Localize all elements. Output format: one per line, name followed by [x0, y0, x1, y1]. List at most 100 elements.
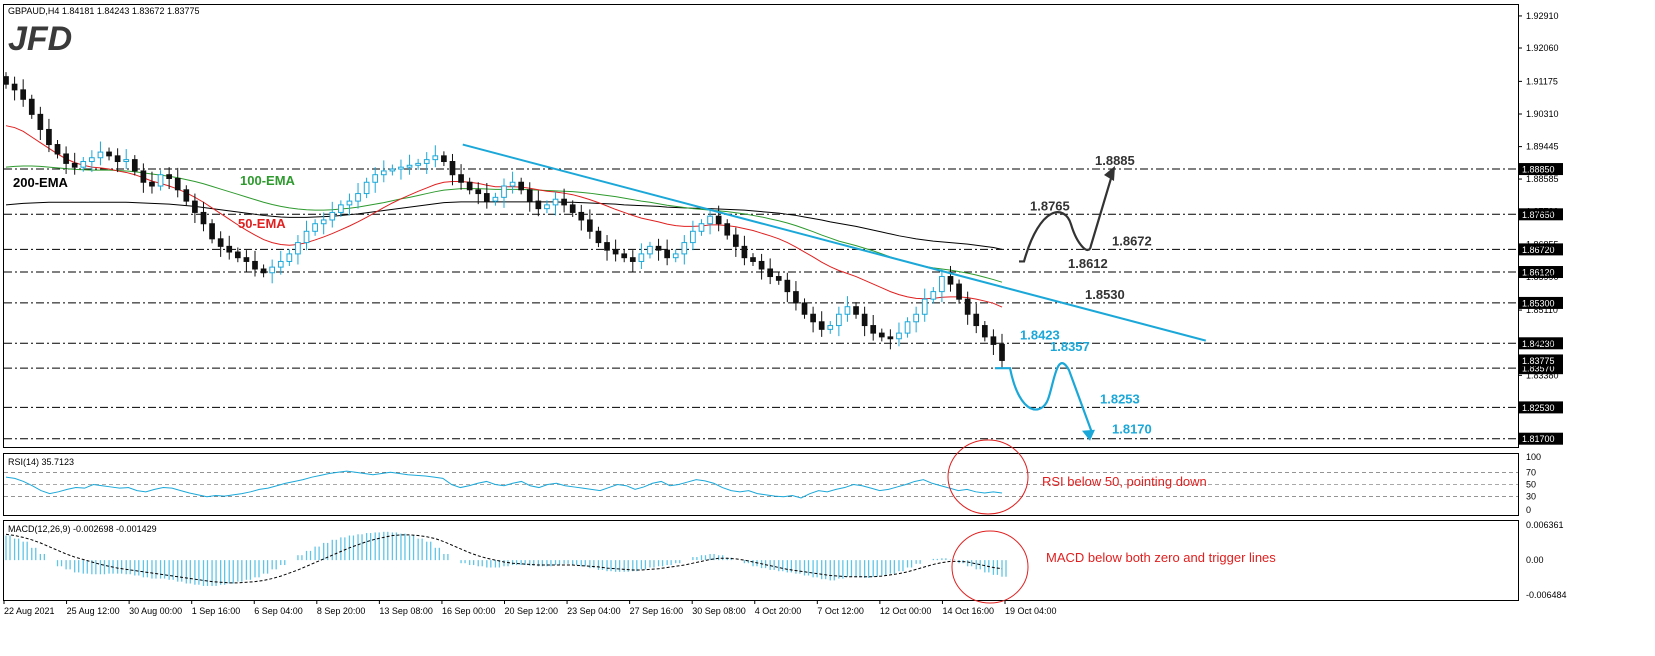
time-tick-label: 6 Sep 04:00 [254, 606, 303, 616]
candle-body [346, 200, 353, 206]
price-tick-label: 1.88585 [1526, 174, 1559, 184]
candle-body [544, 204, 550, 210]
candle-body [896, 332, 902, 340]
candle-body [569, 204, 576, 213]
bullish-scenario-path [1019, 174, 1114, 263]
candle-body [380, 170, 387, 176]
price-tick-label: 1.86855 [1526, 239, 1559, 249]
time-tick-label: 30 Sep 08:00 [692, 606, 746, 616]
level-labels: 1.88850 1.87650 1.86720 1.86120 1.85300 1.842… [1020, 153, 1563, 445]
price-tick-label: 1.85110 [1526, 305, 1558, 315]
candle-body [930, 291, 937, 300]
candle-body [887, 336, 894, 340]
rsi-line [4, 470, 1518, 499]
trend-line [462, 143, 1207, 342]
candle-body [415, 162, 421, 166]
candle-body [63, 153, 69, 164]
candle-body [904, 321, 911, 334]
candle-body [956, 283, 962, 300]
candle-body [71, 162, 78, 168]
rsi-highlight-circle [947, 439, 1029, 515]
level-value-label: 1.8612 [1068, 256, 1108, 271]
candle-body [329, 211, 336, 221]
candle-body [698, 223, 705, 232]
candle-body [483, 193, 490, 202]
rsi-axis: 100 70 50 30 0 [1526, 452, 1541, 515]
level-price-box-text: 1.84230 [1522, 339, 1555, 349]
candle-body [535, 200, 542, 210]
macd-panel [3, 520, 1519, 601]
time-tick-label: 19 Oct 04:00 [1005, 606, 1057, 616]
candle-body [217, 238, 224, 247]
rsi-tick-label: 0 [1526, 505, 1531, 515]
candle-body [801, 302, 808, 315]
candle-body [501, 185, 507, 198]
time-tick-label: 8 Sep 20:00 [317, 606, 366, 616]
candle-body [741, 245, 748, 259]
candle-body [166, 174, 172, 179]
rsi-label: RSI(14) 35.7123 [8, 457, 74, 467]
candle-body [131, 159, 138, 172]
candle-body [518, 181, 525, 191]
candle-body [647, 245, 653, 255]
bullish-arrow-head [1104, 166, 1115, 182]
level-price-box-text: 1.87650 [1522, 210, 1555, 220]
bearish-scenario-path [995, 362, 1094, 434]
macd-label: MACD(12,26,9) -0.002698 -0.001429 [8, 524, 157, 534]
candle-body [441, 155, 447, 163]
candle-body [252, 260, 258, 270]
candle-body [672, 253, 679, 259]
candle-body [604, 242, 610, 251]
rsi-tick-label: 70 [1526, 467, 1536, 477]
candle-body [827, 325, 834, 330]
level-price-box [1519, 163, 1563, 176]
ema200-label: 200-EMA [13, 175, 69, 190]
candle-body [338, 204, 344, 213]
level-price-box [1519, 401, 1563, 414]
candle-body [106, 151, 112, 157]
macd-axis: 0.006361 0.00 -0.006484 [1526, 520, 1567, 600]
candle-body [552, 198, 559, 206]
candle-body [921, 298, 928, 315]
time-tick-label: 1 Sep 16:00 [192, 606, 241, 616]
level-value-label: 1.8765 [1030, 198, 1070, 213]
candle-body [750, 257, 756, 262]
level-price-box-text: 1.88850 [1522, 165, 1555, 175]
candle-body [638, 253, 645, 262]
time-tick-label: 30 Aug 00:00 [129, 606, 182, 616]
macd-signal-line [5, 533, 1003, 584]
candle-body [587, 219, 593, 232]
candle-body [192, 200, 198, 213]
candle-body [664, 249, 670, 259]
macd-histogram [5, 531, 1007, 586]
candle-body [449, 161, 456, 176]
candle-body [3, 76, 9, 85]
price-tick-label: 1.83380 [1526, 370, 1559, 380]
candle-body [140, 170, 147, 183]
time-tick-label: 22 Aug 2021 [4, 606, 55, 616]
candle-body [526, 189, 533, 202]
candle-body [732, 234, 739, 247]
level-price-box-text: 1.86720 [1522, 245, 1555, 255]
candle-body [114, 155, 121, 163]
level-value-label: 1.8423 [1020, 327, 1060, 342]
level-price-box [1519, 208, 1563, 221]
candles [3, 72, 1005, 368]
price-tick-label: 1.89445 [1526, 142, 1559, 152]
candle-body [312, 223, 318, 232]
level-price-box [1519, 243, 1563, 256]
rsi-tick-label: 100 [1526, 452, 1541, 462]
candle-body [818, 321, 825, 330]
candle-body [861, 313, 868, 327]
candle-body [226, 245, 233, 253]
macd-tick-label: 0.006361 [1526, 520, 1564, 530]
time-tick-label: 4 Oct 20:00 [755, 606, 802, 616]
candle-body [355, 193, 361, 202]
candle-body [810, 313, 816, 323]
bearish-arrow-head [1082, 429, 1095, 441]
time-tick-label: 27 Sep 16:00 [630, 606, 684, 616]
level-price-box-text: 1.83570 [1522, 364, 1555, 374]
macd-tick-label: 0.00 [1526, 555, 1544, 565]
candle-body [277, 260, 284, 268]
